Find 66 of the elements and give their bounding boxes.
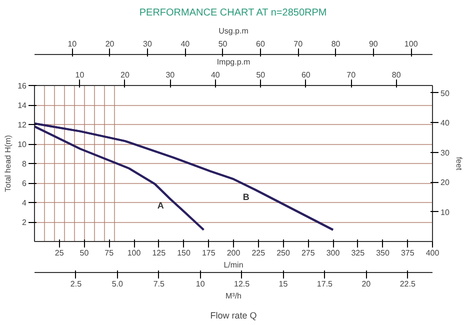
x2-tick-label: 60: [301, 70, 311, 80]
x-tick-label: 200: [226, 248, 241, 258]
x2-axis-title: Usg.p.m: [218, 26, 249, 36]
x-tick-label: 17.5: [316, 280, 334, 288]
x2-tick-label: 80: [392, 70, 402, 80]
x2-tick-label: 60: [256, 40, 266, 48]
x2-tick-label: 50: [256, 70, 266, 80]
x-tick-label: 100: [127, 248, 142, 258]
x-tick-label: 12.5: [234, 280, 250, 288]
x2-tick-label: 10: [68, 40, 78, 48]
x-tick-label: 275: [301, 248, 316, 258]
x2-tick-label: 30: [143, 40, 152, 48]
x2-tick-label: 70: [346, 70, 356, 80]
y-tick-label: 4: [22, 198, 28, 208]
x-tick-label: 325: [351, 248, 366, 258]
x-axis-title: M³/h: [226, 292, 242, 300]
text: Flow rate Q: [210, 310, 257, 320]
x2-tick-label: 30: [166, 70, 176, 80]
x-tick-label: 300: [326, 248, 340, 258]
x2-tick-label: 20: [120, 70, 130, 80]
x-tick-label: 250: [276, 248, 290, 258]
x-tick-label: 350: [376, 248, 390, 258]
x-tick-label: 22.5: [400, 280, 416, 288]
y-tick-label: 8: [22, 160, 28, 168]
x-tick-label: 20: [362, 280, 372, 288]
x2-tick-label: 100: [404, 40, 418, 48]
y-tick-label: 6: [22, 179, 28, 188]
x-tick-label: 125: [152, 248, 166, 258]
x-tick-label: 150: [177, 248, 191, 258]
x-tick-label: 225: [252, 248, 266, 258]
y2-tick-label: 10: [440, 208, 450, 217]
y-tick-label: 10: [18, 140, 28, 149]
x-tick-label: 15: [278, 280, 288, 288]
x-tick-label: 400: [426, 248, 440, 258]
x-tick-label: 5.0: [112, 280, 124, 288]
x2-axis-title: Impg.p.m: [216, 58, 251, 66]
chart-title: PERFORMANCE CHART AT n=2850RPM: [139, 8, 327, 18]
x2-tick-label: 80: [331, 40, 341, 48]
x-tick-label: 2.5: [70, 280, 82, 288]
x-tick-label: 75: [104, 248, 114, 258]
y2-axis-title: feet: [454, 156, 464, 171]
series-label: B: [242, 192, 250, 202]
x2-tick-label: 50: [218, 40, 228, 48]
x2-tick-label: 10: [75, 70, 85, 80]
x2-tick-label: 40: [210, 70, 220, 80]
y-tick-label: 14: [18, 101, 28, 110]
series-label: A: [157, 200, 164, 211]
x2-tick-label: 70: [294, 40, 304, 48]
y-tick-label: 16: [18, 82, 28, 90]
x-tick-label: 375: [400, 248, 415, 258]
y-axis-title: Total head H(m): [4, 134, 13, 192]
x2-tick-label: 90: [369, 40, 378, 48]
y2-tick-label: 30: [440, 148, 450, 158]
x-tick-label: 25: [54, 248, 64, 258]
x-tick-label: 10: [196, 280, 206, 288]
y-tick-label: 12: [18, 120, 28, 130]
y-tick-label: 2: [22, 218, 28, 227]
y2-tick-label: 50: [440, 88, 450, 98]
x-tick-label: 175: [202, 248, 216, 258]
x-tick-label: 50: [80, 248, 90, 258]
x-tick-label: 7.5: [153, 280, 165, 288]
x-axis-title: L/min: [224, 260, 244, 270]
y2-tick-label: 20: [440, 178, 450, 188]
x2-tick-label: 40: [180, 40, 190, 48]
y2-tick-label: 40: [440, 118, 450, 128]
x2-tick-label: 20: [105, 40, 115, 48]
